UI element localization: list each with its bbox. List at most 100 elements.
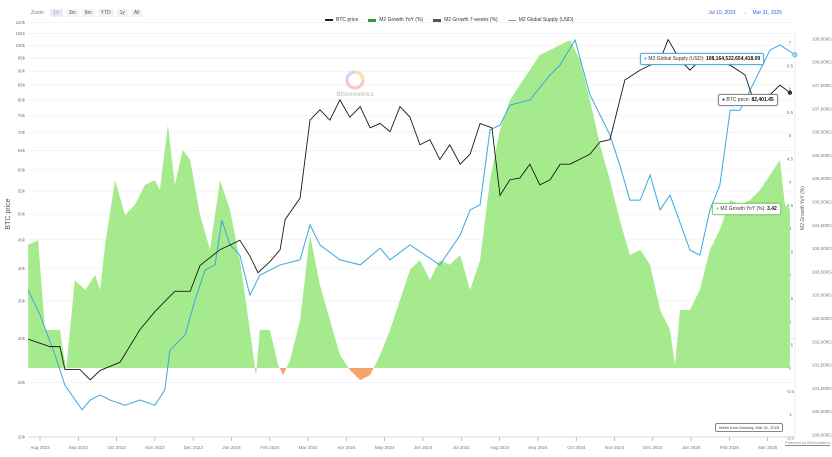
- y-right-growth-tick-label: -1: [788, 412, 792, 417]
- x-tick-label: Oct 2023: [107, 445, 126, 450]
- y-right-m2-tick-label: 101,000G: [812, 386, 832, 391]
- y-right-m2-tick-label: 100,500G: [812, 409, 832, 414]
- y-right-growth-tick-label: 1: [789, 319, 792, 324]
- btc-hover-marker: [787, 90, 793, 95]
- tooltip-growth: ● M2 Growth YoY (%): 3.42: [712, 203, 781, 215]
- y-right-m2-tick-label: 102,000G: [812, 339, 832, 344]
- zoom-all-button[interactable]: All: [130, 9, 143, 17]
- y-right-growth-tick-label: -1.5: [786, 435, 794, 440]
- y-left-tick-label: 85k: [18, 83, 26, 88]
- y-left-tick-label: 60k: [18, 167, 26, 172]
- y-right-growth-tick-label: 3.5: [787, 203, 794, 208]
- left-axis-title: BTC price: [5, 198, 12, 230]
- legend-label: M2 Growth YoY (%): [379, 17, 424, 23]
- legend-item-growth-7w[interactable]: M2 Growth 7-weeks (%): [433, 17, 498, 23]
- y-right-m2-tick-label: 105,500G: [812, 176, 832, 181]
- y-left-tick-label: 55k: [18, 188, 26, 193]
- y-right-growth-tick-label: 4: [789, 180, 792, 185]
- legend-label: M2 Growth 7-weeks (%): [444, 17, 498, 23]
- y-right-growth-tick-label: -0.5: [786, 389, 794, 394]
- y-right-m2-tick-label: 106,000G: [812, 153, 832, 158]
- legend-item-btc[interactable]: BTC price: [325, 17, 358, 23]
- x-tick-label: Sep 2023: [69, 445, 89, 450]
- y-right-growth-tick-label: 4.5: [787, 156, 794, 161]
- y-left-tick-label: 100k: [15, 43, 26, 48]
- legend-item-growth-yoy[interactable]: M2 Growth YoY (%): [368, 17, 423, 23]
- x-tick-label: Mar 2025: [758, 445, 778, 450]
- zoom-label: Zoom: [31, 10, 44, 16]
- y-left-tick-label: 75k: [18, 113, 26, 118]
- y-left-tick-label: 50k: [18, 212, 26, 217]
- zoom-1m-button[interactable]: 1m: [49, 9, 63, 17]
- legend-label: BTC price: [336, 17, 359, 23]
- zoom-6m-button[interactable]: 6m: [81, 9, 95, 17]
- range-from-input[interactable]: Jul 10, 2023: [708, 10, 736, 16]
- y-right-m2-tick-label: 104,500G: [812, 223, 832, 228]
- y-right-m2-tick-label: 101,500G: [812, 363, 832, 368]
- x-tick-label: Aug 2024: [490, 445, 510, 450]
- y-right-growth-tick-label: 1.5: [787, 296, 794, 301]
- y-right-growth-tick-label: 5.5: [787, 110, 794, 115]
- y-left-tick-label: 110k: [16, 20, 26, 25]
- y-left-tick-label: 65k: [18, 148, 26, 153]
- y-right-growth-tick-label: 0: [789, 366, 792, 371]
- y-left-tick-label: 20k: [18, 435, 26, 440]
- tooltip-btc: ● BTC price: 82,401.45: [718, 94, 778, 106]
- y-right-m2-tick-label: 104,000G: [812, 246, 832, 251]
- x-tick-label: Jul 2024: [453, 445, 471, 450]
- growth-area-positive: [28, 40, 790, 368]
- zoom-3m-button[interactable]: 3m: [65, 9, 79, 17]
- watermark-logo: BGeometrics: [330, 70, 380, 98]
- tooltip-value: 3.42: [767, 206, 777, 212]
- y-left-tick-label: 25k: [18, 380, 26, 385]
- y-left-tick-label: 35k: [18, 298, 26, 303]
- powered-by-link[interactable]: Powered by BGeometrics: [785, 440, 831, 445]
- legend-label: M2 Global Supply (USD): [518, 17, 574, 23]
- y-left-tick-label: 70k: [18, 130, 26, 135]
- tooltip-label: M2 Global Supply (USD):: [648, 56, 705, 62]
- zoom-1y-button[interactable]: 1y: [116, 9, 128, 17]
- y-left-tick-label: 80k: [18, 97, 26, 102]
- tooltip-m2-supply: ● M2 Global Supply (USD): 108,164,522,65…: [640, 53, 765, 65]
- x-tick-label: Nov 2024: [605, 445, 625, 450]
- y-left-tick-label: 105k: [15, 31, 26, 36]
- range-to-input[interactable]: Mar 31, 2025: [752, 10, 782, 16]
- y-right-m2-tick-label: 108,000G: [812, 60, 832, 65]
- y-right-m2-tick-label: 107,000G: [812, 106, 832, 111]
- x-tick-label: Jan 2024: [222, 445, 241, 450]
- y-right-growth-tick-label: 0.5: [787, 342, 794, 347]
- tooltip-value: 82,401.45: [751, 97, 774, 103]
- x-tick-label: May 2024: [375, 445, 395, 450]
- range-arrow: →: [741, 10, 747, 16]
- week-tooltip: Week from Monday, Mar 31, 2025: [715, 423, 784, 432]
- y-right-m2-tick-label: 106,500G: [812, 130, 832, 135]
- x-tick-label: Jan 2025: [682, 445, 701, 450]
- legend-swatch: [433, 18, 442, 22]
- y-right-growth-tick-label: 6.5: [787, 63, 794, 68]
- x-tick-label: Sep 2024: [528, 445, 548, 450]
- y-right-m2-tick-label: 108,500G: [812, 36, 832, 41]
- y-left-tick-label: 90k: [18, 69, 26, 74]
- y-right-m2-tick-label: 103,500G: [812, 269, 832, 274]
- x-tick-label: Apr 2024: [337, 445, 356, 450]
- zoom-bar: Zoom 1m 3m 6m YTD 1y All: [28, 9, 143, 17]
- x-tick-label: Dec 2023: [184, 445, 204, 450]
- y-left-tick-label: 30k: [18, 336, 26, 341]
- y-right-m2-tick-label: 100,000G: [812, 433, 832, 438]
- x-tick-label: Feb 2025: [720, 445, 740, 450]
- tooltip-label: M2 Growth YoY (%):: [720, 206, 766, 212]
- y-right-m2-tick-label: 107,500G: [812, 83, 832, 88]
- y-right-growth-tick-label: 2: [789, 273, 792, 278]
- legend: BTC price M2 Growth YoY (%) M2 Growth 7-…: [325, 17, 573, 23]
- y-right-m2-tick-label: 102,500G: [812, 316, 832, 321]
- m2-hover-marker: [792, 52, 798, 58]
- x-tick-label: Feb 2024: [260, 445, 280, 450]
- right-axis-title: M2 Growth YoY (%): [800, 186, 806, 230]
- tooltip-value: 108,164,522,654,418.09: [705, 56, 761, 62]
- y-right-growth-tick-label: 7: [789, 40, 792, 45]
- x-tick-label: Oct 2024: [567, 445, 586, 450]
- legend-item-m2-supply[interactable]: M2 Global Supply (USD): [507, 17, 574, 23]
- logo-icon: [345, 70, 365, 90]
- zoom-ytd-button[interactable]: YTD: [97, 9, 114, 17]
